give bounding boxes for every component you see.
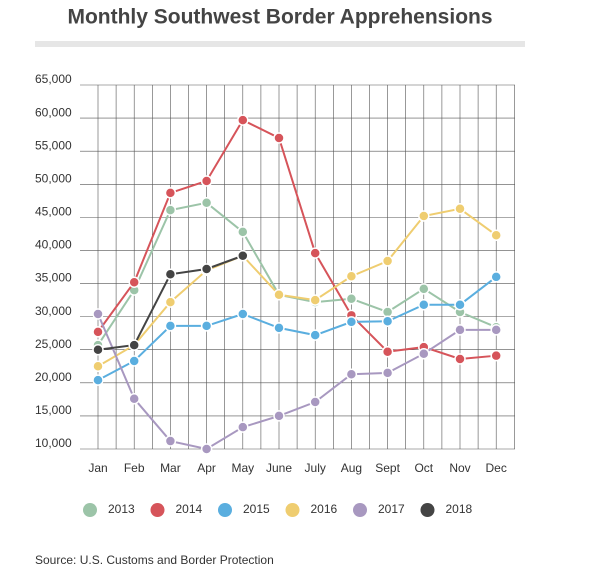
- point: [200, 320, 213, 332]
- point: [164, 435, 177, 447]
- legend-label: 2015: [243, 502, 270, 516]
- point: [164, 296, 177, 308]
- point: [92, 360, 104, 373]
- legend-swatch: [83, 503, 97, 517]
- point: [237, 114, 249, 126]
- point: [273, 132, 285, 144]
- point: [237, 249, 249, 262]
- point: [92, 326, 104, 338]
- legend-swatch: [353, 503, 367, 517]
- point: [418, 298, 430, 311]
- point: [454, 298, 466, 311]
- legend-label: 2018: [446, 502, 473, 516]
- point: [309, 396, 321, 408]
- y-tick-label: 55,000: [35, 138, 72, 152]
- point: [92, 374, 104, 386]
- x-tick-label: Jan: [88, 461, 107, 475]
- point: [273, 289, 285, 301]
- point: [128, 339, 140, 351]
- y-tick-label: 30,000: [35, 304, 72, 318]
- point: [381, 255, 394, 267]
- point: [381, 306, 394, 318]
- point: [128, 392, 140, 405]
- point: [128, 276, 140, 288]
- point: [345, 368, 358, 380]
- y-tick-label: 40,000: [35, 238, 72, 252]
- y-tick-label: 65,000: [35, 72, 72, 86]
- point: [381, 345, 394, 358]
- y-tick-label: 35,000: [35, 271, 72, 285]
- point: [237, 308, 249, 320]
- x-tick-label: Dec: [486, 461, 507, 475]
- y-tick-label: 45,000: [35, 205, 72, 219]
- legend-swatch: [150, 503, 165, 517]
- point: [454, 203, 466, 215]
- y-tick-label: 60,000: [35, 105, 72, 119]
- point: [418, 283, 430, 295]
- point: [164, 204, 177, 216]
- series-line: [97, 313, 497, 451]
- point: [273, 322, 285, 334]
- point: [454, 324, 466, 336]
- legend-swatch: [420, 503, 435, 517]
- point: [92, 343, 104, 356]
- chart-title: Monthly Southwest Border Apprehensions: [67, 6, 492, 29]
- point: [345, 316, 358, 328]
- legend-label: 2017: [378, 502, 405, 516]
- point: [237, 226, 249, 238]
- point: [273, 410, 285, 422]
- y-tick-label: 10,000: [35, 436, 72, 450]
- x-tick-label: June: [266, 461, 292, 475]
- legend-swatch: [218, 503, 232, 517]
- point: [92, 308, 104, 320]
- x-tick-label: Feb: [124, 461, 145, 475]
- legend-label: 2014: [176, 502, 203, 516]
- point: [128, 355, 140, 367]
- point: [200, 175, 213, 187]
- y-tick-label: 20,000: [35, 370, 72, 384]
- series-line: [97, 276, 497, 382]
- source: Source: U.S. Customs and Border Protecti…: [35, 553, 274, 567]
- x-tick-label: July: [305, 461, 326, 475]
- point: [490, 324, 502, 336]
- series-line: [97, 207, 497, 368]
- x-tick-label: Aug: [341, 461, 362, 475]
- x-tick-label: May: [231, 461, 254, 475]
- point: [418, 210, 430, 222]
- point: [490, 349, 502, 362]
- point: [345, 293, 358, 305]
- point: [381, 367, 394, 379]
- point: [200, 443, 213, 455]
- x-tick-label: Nov: [449, 461, 470, 475]
- x-tick-label: Mar: [160, 461, 181, 475]
- point: [164, 187, 177, 199]
- y-tick-label: 50,000: [35, 171, 72, 185]
- point: [200, 263, 213, 275]
- x-tick-label: Sept: [375, 461, 400, 475]
- point: [164, 320, 177, 332]
- point: [309, 329, 321, 341]
- legend-label: 2013: [108, 502, 135, 516]
- x-tick-label: Apr: [197, 461, 216, 475]
- y-tick-label: 25,000: [35, 337, 72, 351]
- legend-label: 2016: [311, 502, 338, 516]
- title-rule: [35, 41, 525, 47]
- point: [200, 197, 213, 209]
- point: [237, 421, 249, 433]
- x-tick-label: Oct: [414, 461, 433, 475]
- point: [490, 229, 502, 241]
- y-tick-label: 15,000: [35, 403, 72, 417]
- point: [381, 315, 394, 328]
- point: [345, 270, 358, 283]
- point: [418, 347, 430, 360]
- legend-swatch: [285, 503, 300, 517]
- point: [309, 247, 321, 259]
- point: [164, 268, 177, 281]
- point: [490, 271, 502, 283]
- point: [309, 294, 321, 306]
- point: [454, 353, 466, 365]
